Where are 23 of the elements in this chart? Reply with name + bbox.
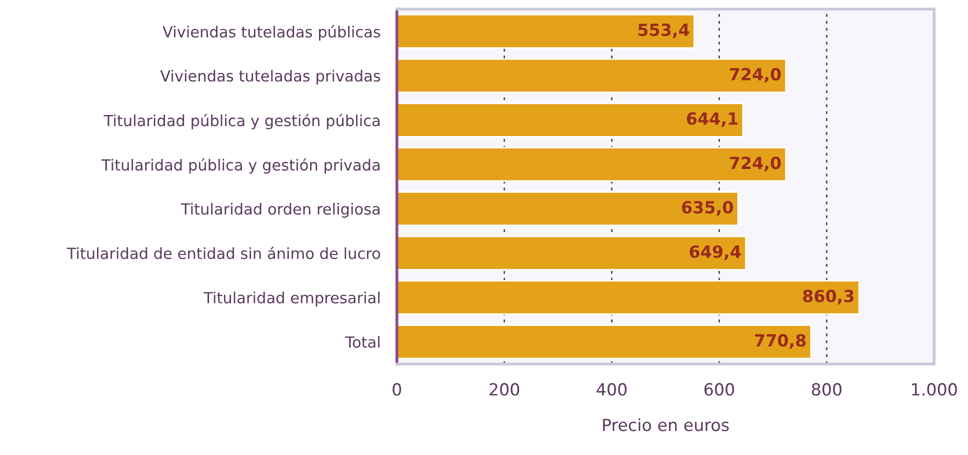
- data-label: 724,0: [730, 156, 781, 172]
- y-tick-label: Titularidad pública y gestión privada: [101, 158, 380, 174]
- y-tick-label: Titularidad empresarial: [204, 292, 380, 306]
- y-tick-label: Titularidad orden religiosa: [180, 202, 380, 218]
- x-tick-label: 1.000: [912, 383, 957, 396]
- data-label: 860,3: [803, 290, 854, 304]
- y-tick-label: Total: [345, 336, 380, 348]
- y-tick-label: Viviendas tuteladas privadas: [160, 70, 380, 85]
- data-label: 724,0: [730, 68, 781, 83]
- y-tick-label: Titularidad de entidad sin ánimo de lucro: [66, 246, 380, 260]
- x-tick-label: 800: [812, 383, 842, 396]
- data-label: 553,4: [638, 24, 690, 38]
- x-tick-label: 400: [596, 383, 627, 396]
- x-tick-label: 0: [392, 383, 402, 396]
- x-axis-title: Precio en euros: [603, 418, 729, 432]
- y-tick-label: Titularidad pública y gestión pública: [104, 114, 380, 130]
- data-label: 644,1: [686, 112, 738, 127]
- data-label: 649,4: [690, 245, 741, 260]
- y-tick-label: Viviendas tuteladas públicas: [162, 25, 380, 41]
- x-tick-label: 200: [490, 383, 520, 396]
- x-tick-label: 600: [704, 383, 734, 396]
- data-label: 635,0: [682, 200, 733, 216]
- data-label: 770,8: [755, 334, 806, 349]
